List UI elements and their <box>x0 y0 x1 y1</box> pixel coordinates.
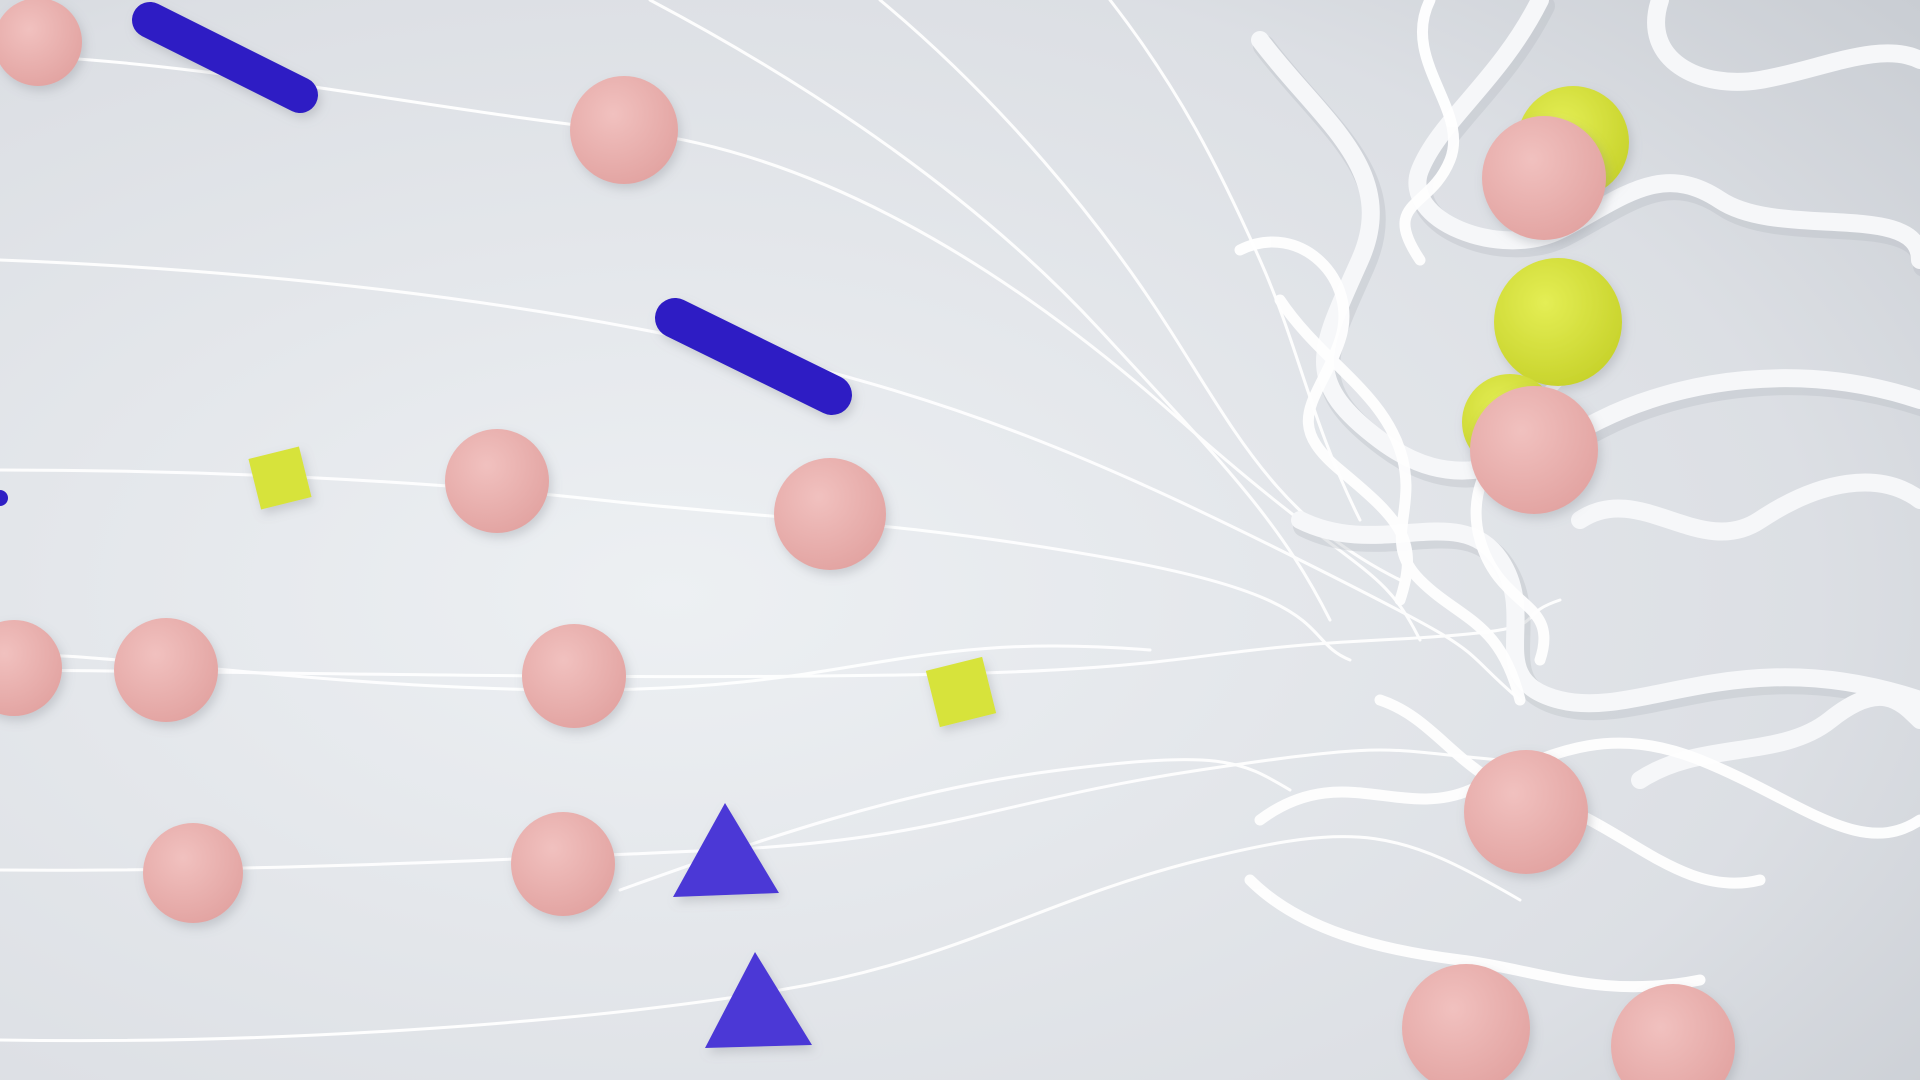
blue-triangle <box>673 803 779 897</box>
pink-dot <box>445 429 549 533</box>
tube <box>1399 0 1460 266</box>
tube <box>1571 473 1920 541</box>
blue-fragment <box>0 490 8 506</box>
yellow-square <box>925 656 997 728</box>
yellow-dot <box>1494 258 1622 386</box>
blue-capsule <box>655 298 852 415</box>
tube <box>1244 874 1706 993</box>
tube-bundle <box>1234 0 1920 993</box>
pink-dot <box>1470 386 1598 514</box>
pink-dot <box>570 76 678 184</box>
pink-dot <box>774 458 886 570</box>
tube <box>1251 31 1920 480</box>
pink-dot <box>522 624 626 728</box>
pink-dot <box>143 823 243 923</box>
blue-triangles <box>673 803 812 1048</box>
tube <box>1291 511 1920 713</box>
tube <box>1647 0 1920 91</box>
pink-dot <box>1482 116 1606 240</box>
blue-capsule <box>132 2 318 113</box>
pink-dots <box>0 0 1735 1080</box>
pink-dot <box>0 620 62 716</box>
yellow-square <box>248 446 312 510</box>
yellow-squares <box>248 446 997 728</box>
tube <box>1274 294 1526 706</box>
pink-dot <box>1611 984 1735 1080</box>
pink-dot <box>0 0 82 86</box>
pink-dot <box>1464 750 1588 874</box>
pink-dot <box>511 812 615 916</box>
tube <box>1254 737 1920 839</box>
pink-dot <box>1402 964 1530 1080</box>
blue-triangle <box>705 952 812 1048</box>
pink-dot <box>114 618 218 722</box>
blue-capsules <box>132 2 852 415</box>
